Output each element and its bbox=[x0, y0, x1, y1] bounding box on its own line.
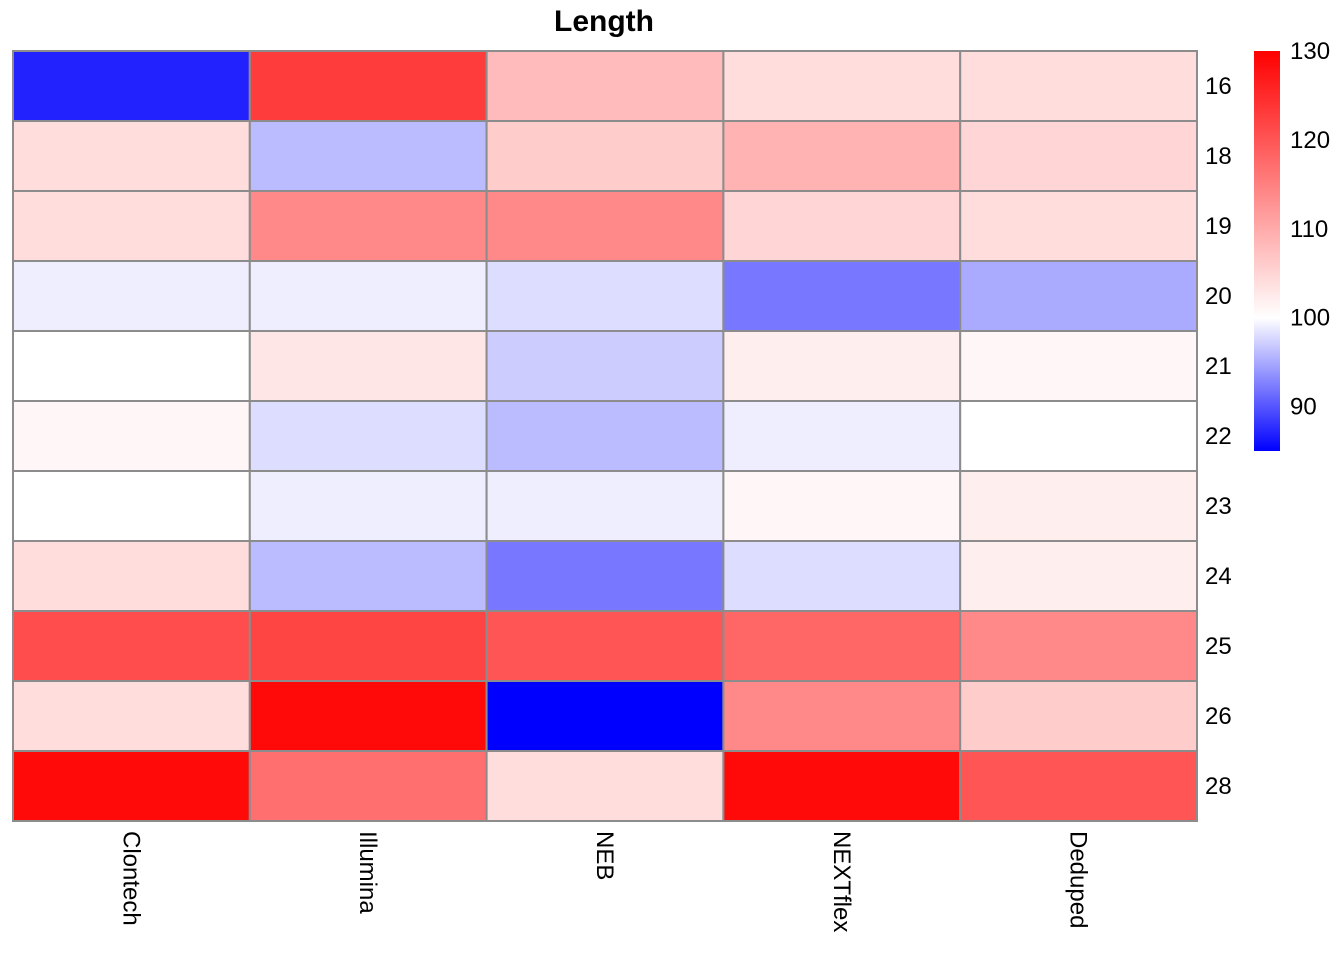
row-label: 24 bbox=[1205, 563, 1232, 590]
row-label: 22 bbox=[1205, 423, 1232, 450]
row-label: 28 bbox=[1205, 773, 1232, 800]
column-label: Deduped bbox=[1065, 831, 1092, 928]
heatmap-cell bbox=[959, 610, 1199, 682]
heatmap-cell bbox=[248, 260, 488, 332]
heatmap-cell bbox=[248, 50, 488, 122]
color-legend-ticks: 130 120 110 100 90 bbox=[1290, 38, 1330, 421]
legend-tick-label: 110 bbox=[1290, 216, 1328, 243]
color-legend: 130 120 110 100 90 bbox=[1254, 38, 1330, 451]
row-labels: 16 18 19 20 21 22 23 24 25 26 28 bbox=[1205, 73, 1232, 800]
heatmap-cell bbox=[12, 260, 251, 332]
row-label: 26 bbox=[1205, 703, 1232, 730]
heatmap-cell bbox=[959, 400, 1199, 472]
legend-tick-label: 90 bbox=[1290, 394, 1317, 421]
heatmap-cell bbox=[485, 470, 725, 542]
heatmap-cell bbox=[959, 750, 1199, 822]
heatmap-cell bbox=[959, 120, 1199, 192]
column-label: Illumina bbox=[354, 831, 381, 914]
heatmap-cell bbox=[722, 120, 962, 192]
heatmap-cell bbox=[959, 190, 1199, 262]
heatmap-cell bbox=[12, 400, 251, 472]
heatmap-cell bbox=[959, 330, 1199, 402]
heatmap-cell bbox=[959, 680, 1199, 752]
heatmap-cell bbox=[12, 680, 251, 752]
heatmap-cell bbox=[248, 750, 488, 822]
heatmap-cell bbox=[959, 50, 1199, 122]
heatmap-cell bbox=[722, 610, 962, 682]
heatmap-cell bbox=[722, 750, 962, 822]
heatmap-cell bbox=[959, 540, 1199, 612]
heatmap-cell bbox=[485, 120, 725, 192]
heatmap-cell bbox=[485, 190, 725, 262]
row-label: 25 bbox=[1205, 633, 1232, 660]
row-label: 20 bbox=[1205, 283, 1232, 310]
legend-tick-label: 130 bbox=[1290, 38, 1330, 65]
heatmap-cell bbox=[722, 330, 962, 402]
heatmap-cell bbox=[722, 50, 962, 122]
color-legend-bar bbox=[1254, 51, 1280, 451]
heatmap-cell bbox=[12, 610, 251, 682]
heatmap-cell bbox=[248, 470, 488, 542]
heatmap-cell bbox=[722, 470, 962, 542]
heatmap-cell bbox=[12, 120, 251, 192]
heatmap-cell bbox=[485, 50, 725, 122]
heatmap-cell bbox=[722, 680, 962, 752]
heatmap-cell bbox=[248, 330, 488, 402]
heatmap-cell bbox=[485, 400, 725, 472]
heatmap-cell bbox=[248, 540, 488, 612]
heatmap-cell bbox=[959, 260, 1199, 332]
row-label: 18 bbox=[1205, 143, 1232, 170]
heatmap-cell bbox=[485, 540, 725, 612]
row-label: 21 bbox=[1205, 353, 1232, 380]
heatmap-cell bbox=[12, 750, 251, 822]
column-label: NEXTflex bbox=[828, 831, 855, 932]
legend-tick-label: 100 bbox=[1290, 305, 1330, 332]
heatmap-cell bbox=[12, 50, 251, 122]
row-label: 16 bbox=[1205, 73, 1232, 100]
row-label: 23 bbox=[1205, 493, 1232, 520]
heatmap-cell bbox=[248, 190, 488, 262]
heatmap-cell bbox=[12, 470, 251, 542]
chart-title: Length bbox=[554, 5, 654, 38]
heatmap-cell bbox=[485, 680, 725, 752]
heatmap-cells bbox=[12, 50, 1199, 822]
heatmap-cell bbox=[12, 540, 251, 612]
heatmap-cell bbox=[722, 400, 962, 472]
column-labels: Clontech Illumina NEB NEXTflex Deduped bbox=[117, 831, 1091, 932]
heatmap-cell bbox=[248, 610, 488, 682]
column-label: NEB bbox=[591, 831, 618, 880]
heatmap-cell bbox=[485, 260, 725, 332]
heatmap-cell bbox=[485, 750, 725, 822]
legend-tick-label: 120 bbox=[1290, 127, 1330, 154]
heatmap-cell bbox=[12, 330, 251, 402]
heatmap-cell bbox=[722, 190, 962, 262]
heatmap-cell bbox=[248, 400, 488, 472]
column-label: Clontech bbox=[117, 831, 144, 926]
heatmap-cell bbox=[722, 540, 962, 612]
heatmap-cell bbox=[248, 680, 488, 752]
heatmap-cell bbox=[959, 470, 1199, 542]
heatmap-cell bbox=[248, 120, 488, 192]
heatmap-cell bbox=[722, 260, 962, 332]
heatmap-cell bbox=[12, 190, 251, 262]
heatmap-cell bbox=[485, 330, 725, 402]
heatmap-cell bbox=[485, 610, 725, 682]
row-label: 19 bbox=[1205, 213, 1232, 240]
